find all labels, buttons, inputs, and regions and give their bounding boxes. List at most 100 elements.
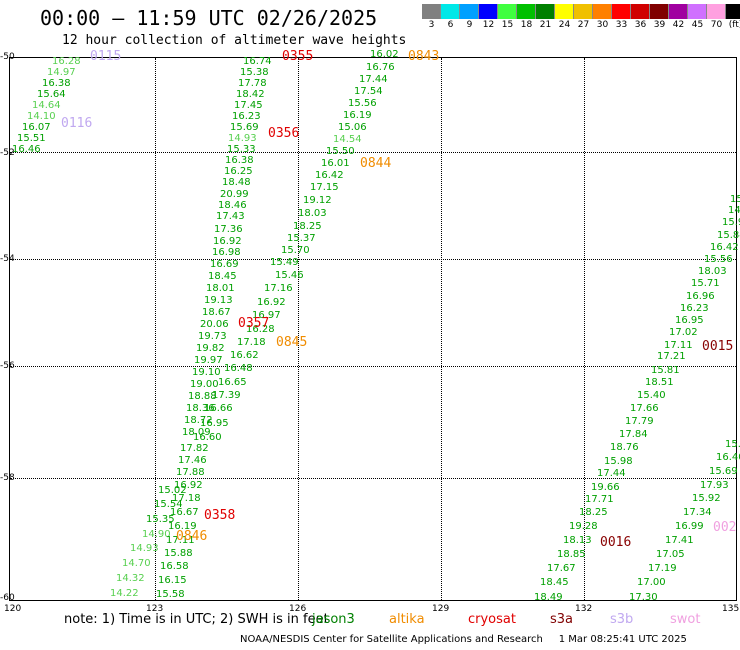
wave-height-value: 16.15 [158, 575, 187, 586]
wave-height-value: 17.39 [212, 390, 241, 401]
wave-height-value: 17.41 [665, 535, 694, 546]
wave-height-value: 16.92 [213, 236, 242, 247]
wave-height-value: 14.80 [728, 205, 740, 216]
scale-swatch [688, 4, 707, 19]
wave-height-value: 16.40 [716, 452, 740, 463]
wave-height-value: 17.21 [657, 351, 686, 362]
wave-height-value: 18.25 [579, 507, 608, 518]
pass-time-label: 0358 [204, 508, 236, 523]
wave-height-value: 18.13 [563, 535, 592, 546]
pass-time-label: 0016 [600, 535, 632, 550]
wave-height-value: 16.98 [212, 247, 241, 258]
wave-height-value: 17.93 [700, 480, 729, 491]
wave-height-value: 14.70 [122, 558, 151, 569]
wave-height-value: 16.65 [218, 377, 247, 388]
satellite-legend-item: cryosat [468, 612, 516, 627]
wave-height-value: 18.45 [540, 577, 569, 588]
lon-label: 129 [432, 604, 450, 614]
wave-height-value: 15.92 [692, 493, 721, 504]
satellite-legend-item: jason3 [312, 612, 355, 627]
scale-label: 42 [672, 20, 685, 30]
wave-height-value: 18.03 [298, 208, 327, 219]
legend-note: note: 1) Time is in UTC; 2) SWH is in fe… [64, 612, 329, 627]
pass-time-label: 0355 [282, 49, 314, 64]
scale-swatch [631, 4, 650, 19]
lon-label: 120 [4, 604, 22, 614]
pass-time-label: 0116 [61, 116, 93, 131]
scale-label: 33 [615, 20, 628, 30]
lat-label: -60 [0, 593, 15, 603]
scale-label: 6 [447, 20, 454, 30]
lat-label: -52 [0, 148, 15, 158]
wave-height-value: 14.93 [130, 543, 159, 554]
meridian-126 [298, 58, 299, 600]
scale-bin: 12 [479, 4, 498, 34]
lat-label: -56 [0, 361, 15, 371]
lat-label: -54 [0, 254, 15, 264]
wave-height-value: 14.64 [32, 100, 61, 111]
pass-time-label: 0846 [176, 529, 208, 544]
scale-label: 3 [428, 20, 435, 30]
wave-height-value: 19.10 [192, 367, 221, 378]
wave-height-value: 17.54 [354, 86, 383, 97]
scale-bin: 36 [631, 4, 650, 34]
parallel-56 [10, 366, 736, 367]
scale-bin: 42 [669, 4, 688, 34]
scale-swatch [422, 4, 441, 19]
wave-height-value: 16.92 [174, 480, 203, 491]
wave-height-value: 15.06 [338, 122, 367, 133]
wave-height-value: 15.88 [164, 548, 193, 559]
wave-height-value: 16.74 [243, 56, 272, 67]
lon-label: 135 [722, 604, 740, 614]
scale-swatch [441, 4, 460, 19]
scale-bin: 39 [650, 4, 669, 34]
wave-height-value: 14.10 [27, 111, 56, 122]
pass-time-label: 002 [713, 520, 737, 535]
parallel-50 [10, 57, 736, 58]
wave-height-value: 16.76 [366, 62, 395, 73]
scale-label: (ft) [728, 20, 740, 30]
scale-bin: 30 [593, 4, 612, 34]
scale-label: 36 [634, 20, 647, 30]
wave-height-value: 15.33 [227, 144, 256, 155]
wave-height-value: 16.02 [370, 49, 399, 60]
wave-height-value: 16.38 [225, 155, 254, 166]
scale-label: 9 [466, 20, 473, 30]
scale-bin: 24 [555, 4, 574, 34]
wave-height-value: 15.46 [275, 270, 304, 281]
wave-height-value: 17.11 [664, 340, 693, 351]
wave-height-value: 15.56 [348, 98, 377, 109]
scale-label: 12 [482, 20, 495, 30]
wave-height-value: 18.09 [182, 427, 211, 438]
scale-label: 27 [577, 20, 590, 30]
wave-height-value: 17.02 [669, 327, 698, 338]
scale-label: 70 [710, 20, 723, 30]
wave-height-value: 16.62 [230, 350, 259, 361]
wave-height-value: 14.97 [47, 67, 76, 78]
wave-height-value: 16.25 [224, 166, 253, 177]
wave-height-value: 20.99 [220, 189, 249, 200]
wave-height-value: 15.58 [156, 589, 185, 600]
wave-height-value: 18.67 [202, 307, 231, 318]
pass-time-label: 0357 [238, 316, 270, 331]
wave-height-value: 17.19 [648, 563, 677, 574]
parallel-58 [10, 478, 736, 479]
wave-height-value: 15.51 [17, 133, 46, 144]
wave-height-value: 15.56 [704, 254, 733, 265]
wave-height-value: 17.36 [214, 224, 243, 235]
wave-height-value: 18.85 [557, 549, 586, 560]
wave-height-value: 18.48 [222, 177, 251, 188]
wave-height-value: 19.66 [591, 482, 620, 493]
wave-height-value: 15.69 [230, 122, 259, 133]
wave-height-value: 14.90 [142, 529, 171, 540]
wave-height-value: 17.18 [237, 337, 266, 348]
wave-height-value: 15.64 [37, 89, 66, 100]
scale-label: 21 [539, 20, 552, 30]
scale-swatch [536, 4, 555, 19]
wave-height-value: 16.95 [200, 418, 229, 429]
wave-height-value: 14.93 [228, 133, 257, 144]
wave-height-value: 16.28 [52, 56, 81, 67]
wave-height-value: 17.46 [178, 455, 207, 466]
wave-height-value: 17.44 [597, 468, 626, 479]
